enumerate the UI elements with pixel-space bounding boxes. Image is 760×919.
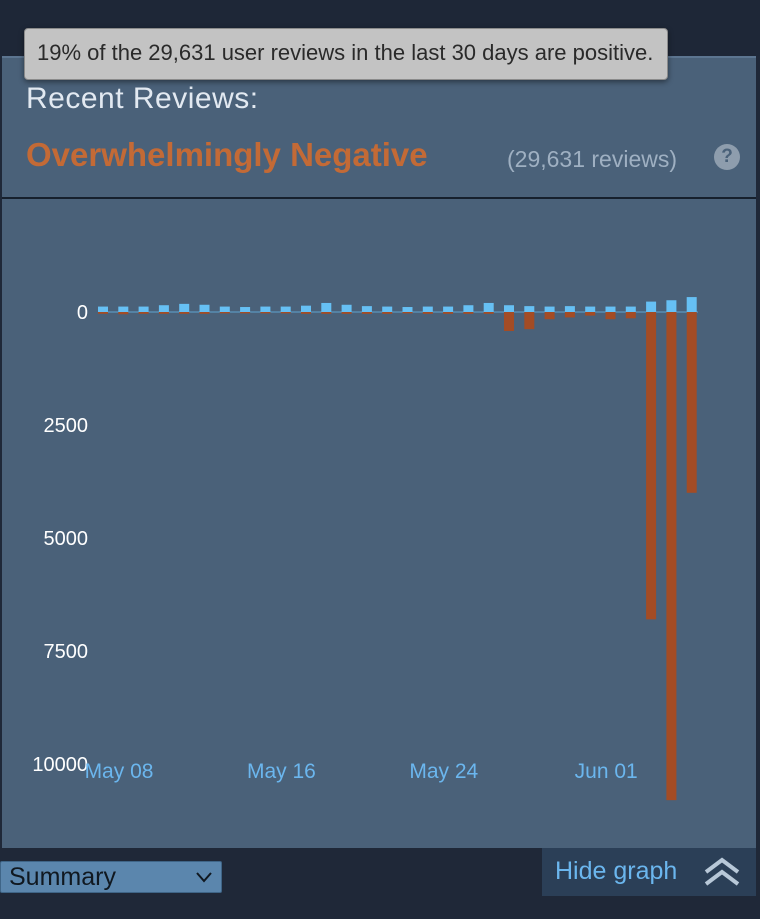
review-rating: Overwhelmingly Negative xyxy=(26,136,428,173)
tooltip: 19% of the 29,631 user reviews in the la… xyxy=(24,28,668,80)
positive-bar[interactable] xyxy=(382,306,393,312)
y-tick-label: 2500 xyxy=(44,415,89,437)
negative-bar[interactable] xyxy=(138,312,149,314)
help-icon[interactable]: ? xyxy=(714,144,740,170)
positive-bar[interactable] xyxy=(118,306,129,312)
negative-bar[interactable] xyxy=(118,312,129,315)
positive-bar[interactable] xyxy=(686,297,697,312)
positive-bar[interactable] xyxy=(463,305,474,312)
x-tick-label: May 08 xyxy=(85,760,154,783)
positive-bar[interactable] xyxy=(138,306,149,312)
negative-bar[interactable] xyxy=(158,312,169,314)
positive-bar[interactable] xyxy=(422,306,433,312)
positive-bar[interactable] xyxy=(280,306,291,312)
negative-bar[interactable] xyxy=(199,312,210,314)
negative-bar[interactable] xyxy=(524,312,535,330)
negative-bar[interactable] xyxy=(219,312,230,314)
positive-bar[interactable] xyxy=(564,306,575,312)
negative-bar[interactable] xyxy=(564,312,575,318)
x-tick-label: May 24 xyxy=(409,760,478,783)
positive-bar[interactable] xyxy=(544,306,555,312)
double-chevron-up-icon xyxy=(704,857,740,886)
positive-bar[interactable] xyxy=(321,302,332,312)
negative-bar[interactable] xyxy=(422,312,433,314)
positive-bar[interactable] xyxy=(524,306,535,312)
y-tick-label: 0 xyxy=(77,302,88,324)
chevron-down-icon xyxy=(196,872,212,883)
negative-bar[interactable] xyxy=(402,312,413,314)
hide-graph-label: Hide graph xyxy=(555,857,678,885)
negative-bar[interactable] xyxy=(382,312,393,314)
review-count: (29,631 reviews) xyxy=(507,146,678,172)
negative-bar[interactable] xyxy=(361,312,372,314)
positive-bar[interactable] xyxy=(585,306,596,312)
review-histogram-chart: 0 2500 5000 7500 10000 May 08 May 16 May 24 Jun… xyxy=(32,297,698,801)
y-tick-label: 10000 xyxy=(32,754,88,776)
negative-bar[interactable] xyxy=(463,312,474,314)
negative-bar[interactable] xyxy=(443,312,454,314)
y-axis-ticks: 0 2500 5000 7500 10000 xyxy=(32,302,88,776)
positive-bar[interactable] xyxy=(646,301,657,312)
negative-bar[interactable] xyxy=(666,312,677,801)
negative-bar[interactable] xyxy=(605,312,616,320)
view-select-dropdown[interactable]: Summary xyxy=(0,861,222,893)
negative-bar[interactable] xyxy=(483,312,494,314)
positive-bar[interactable] xyxy=(625,306,636,312)
recent-reviews-title: Recent Reviews: xyxy=(26,82,259,115)
positive-bar[interactable] xyxy=(402,307,413,312)
positive-bar[interactable] xyxy=(260,306,271,312)
positive-bar[interactable] xyxy=(504,305,514,312)
positive-bar[interactable] xyxy=(341,304,352,312)
y-tick-label: 5000 xyxy=(44,528,89,550)
negative-bar[interactable] xyxy=(544,312,555,320)
x-axis-ticks: May 08 May 16 May 24 Jun 01 xyxy=(85,760,638,783)
positive-bar[interactable] xyxy=(98,306,108,312)
positive-bars xyxy=(98,297,697,312)
negative-bar[interactable] xyxy=(280,312,291,314)
positive-bar[interactable] xyxy=(605,306,616,312)
reviews-header: Recent Reviews: Overwhelmingly Negative … xyxy=(2,58,756,199)
positive-bar[interactable] xyxy=(199,304,210,312)
x-tick-label: May 16 xyxy=(247,760,316,783)
positive-bar[interactable] xyxy=(240,307,251,312)
positive-bar[interactable] xyxy=(158,305,169,312)
reviews-panel: Recent Reviews: Overwhelmingly Negative … xyxy=(2,56,756,848)
negative-bars xyxy=(98,312,697,801)
positive-bar[interactable] xyxy=(443,306,454,312)
positive-bar[interactable] xyxy=(361,306,372,312)
positive-bar[interactable] xyxy=(666,300,677,312)
negative-bar[interactable] xyxy=(504,312,514,331)
negative-bar[interactable] xyxy=(301,312,311,314)
negative-bar[interactable] xyxy=(625,312,636,319)
positive-bar[interactable] xyxy=(219,306,230,312)
negative-bar[interactable] xyxy=(240,312,251,314)
x-tick-label: Jun 01 xyxy=(575,760,638,783)
hide-graph-button[interactable]: Hide graph xyxy=(542,848,756,896)
negative-bar[interactable] xyxy=(686,312,697,493)
negative-bar[interactable] xyxy=(260,312,271,314)
negative-bar[interactable] xyxy=(341,312,352,314)
negative-bar[interactable] xyxy=(98,312,108,314)
negative-bar[interactable] xyxy=(179,312,190,314)
view-select-value: Summary xyxy=(9,863,116,891)
negative-bar[interactable] xyxy=(321,312,332,314)
positive-bar[interactable] xyxy=(301,305,311,312)
positive-bar[interactable] xyxy=(179,303,190,312)
positive-bar[interactable] xyxy=(483,302,494,312)
y-tick-label: 7500 xyxy=(44,641,89,663)
negative-bar[interactable] xyxy=(646,312,657,620)
negative-bar[interactable] xyxy=(585,312,596,316)
